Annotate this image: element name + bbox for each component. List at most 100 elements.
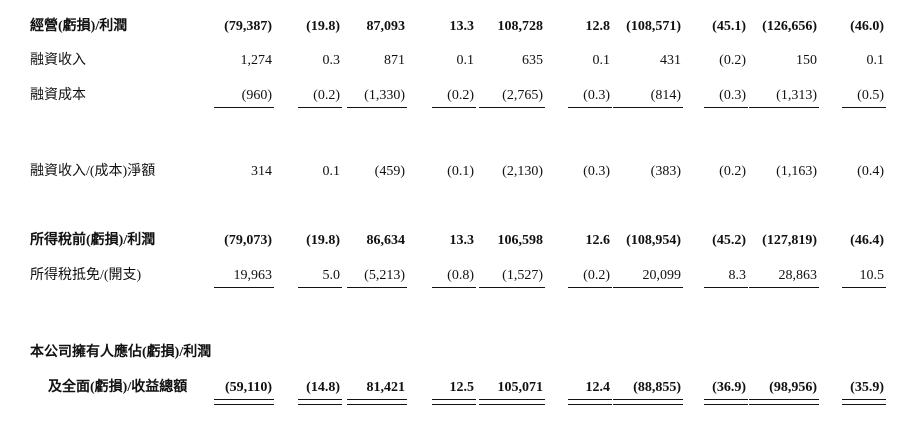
cell-value: (960) bbox=[241, 88, 272, 103]
cell-value: (1,163) bbox=[776, 164, 817, 179]
underline bbox=[298, 404, 342, 405]
cell-value: (36.9) bbox=[712, 380, 746, 395]
cell-value: (14.8) bbox=[306, 380, 340, 395]
cell-value: 871 bbox=[384, 53, 405, 68]
cell-value: 12.4 bbox=[585, 380, 611, 395]
underline bbox=[347, 107, 407, 108]
cell-value: 5.0 bbox=[322, 268, 341, 283]
underline bbox=[432, 404, 476, 405]
cell-value: (5,213) bbox=[364, 268, 405, 283]
underline bbox=[842, 399, 886, 400]
cell-value: (2,130) bbox=[502, 164, 543, 179]
underline bbox=[749, 404, 819, 405]
row-label: 所得稅前(虧損)/利潤 bbox=[30, 233, 156, 248]
cell-value: 1,274 bbox=[240, 53, 273, 68]
cell-value: (127,819) bbox=[762, 233, 817, 248]
underline bbox=[214, 404, 274, 405]
underline bbox=[298, 287, 342, 288]
underline bbox=[568, 404, 612, 405]
cell-value: (0.3) bbox=[583, 164, 610, 179]
row-label: 融資收入/(成本)淨額 bbox=[30, 164, 156, 179]
row-label: 經營(虧損)/利潤 bbox=[30, 19, 128, 34]
cell-value: (79,073) bbox=[224, 233, 272, 248]
cell-value: 8.3 bbox=[728, 268, 747, 283]
underline bbox=[704, 404, 748, 405]
cell-value: 12.5 bbox=[449, 380, 475, 395]
cell-value: (0.5) bbox=[857, 88, 884, 103]
cell-value: (383) bbox=[650, 164, 681, 179]
cell-value: 0.1 bbox=[866, 53, 885, 68]
cell-value: 12.6 bbox=[585, 233, 611, 248]
underline bbox=[432, 399, 476, 400]
cell-value: (108,954) bbox=[626, 233, 681, 248]
underline bbox=[568, 399, 612, 400]
underline bbox=[613, 107, 683, 108]
cell-value: 105,071 bbox=[497, 380, 544, 395]
cell-value: (126,656) bbox=[762, 19, 817, 34]
underline bbox=[749, 107, 819, 108]
cell-value: (459) bbox=[374, 164, 405, 179]
cell-value: (45.2) bbox=[712, 233, 746, 248]
underline bbox=[613, 404, 683, 405]
cell-value: (79,387) bbox=[224, 19, 272, 34]
cell-value: (19.8) bbox=[306, 19, 340, 34]
row-label: 本公司擁有人應佔(虧損)/利潤 bbox=[30, 345, 212, 360]
underline bbox=[842, 404, 886, 405]
underline bbox=[347, 404, 407, 405]
underline bbox=[479, 107, 545, 108]
cell-value: 106,598 bbox=[497, 233, 544, 248]
underline bbox=[214, 107, 274, 108]
cell-value: 431 bbox=[660, 53, 681, 68]
underline bbox=[298, 399, 342, 400]
cell-value: (1,330) bbox=[364, 88, 405, 103]
cell-value: (98,956) bbox=[769, 380, 817, 395]
row-label: 融資成本 bbox=[30, 88, 86, 103]
underline bbox=[568, 287, 612, 288]
underline bbox=[479, 399, 545, 400]
cell-value: (0.2) bbox=[313, 88, 340, 103]
cell-value: (2,765) bbox=[502, 88, 543, 103]
cell-value: (0.2) bbox=[447, 88, 474, 103]
row-label: 及全面(虧損)/收益總額 bbox=[48, 380, 188, 395]
cell-value: 0.1 bbox=[322, 164, 341, 179]
cell-value: 81,421 bbox=[366, 380, 406, 395]
row-label: 融資收入 bbox=[30, 53, 86, 68]
cell-value: (45.1) bbox=[712, 19, 746, 34]
underline bbox=[749, 287, 819, 288]
cell-value: 0.3 bbox=[322, 53, 341, 68]
cell-value: (0.2) bbox=[719, 164, 746, 179]
cell-value: 10.5 bbox=[859, 268, 885, 283]
cell-value: 20,099 bbox=[642, 268, 682, 283]
underline bbox=[479, 404, 545, 405]
cell-value: 13.3 bbox=[449, 233, 475, 248]
underline bbox=[749, 399, 819, 400]
cell-value: (1,527) bbox=[502, 268, 543, 283]
cell-value: 0.1 bbox=[456, 53, 475, 68]
cell-value: (0.4) bbox=[857, 164, 884, 179]
cell-value: (59,110) bbox=[224, 380, 272, 395]
underline bbox=[613, 399, 683, 400]
underline bbox=[842, 287, 886, 288]
underline bbox=[613, 287, 683, 288]
cell-value: 13.3 bbox=[449, 19, 475, 34]
cell-value: (0.2) bbox=[583, 268, 610, 283]
cell-value: (1,313) bbox=[776, 88, 817, 103]
cell-value: 0.1 bbox=[592, 53, 611, 68]
cell-value: 150 bbox=[796, 53, 817, 68]
underline bbox=[704, 107, 748, 108]
cell-value: (88,855) bbox=[633, 380, 681, 395]
cell-value: 87,093 bbox=[366, 19, 406, 34]
underline bbox=[432, 287, 476, 288]
row-label: 所得稅抵免/(開支) bbox=[30, 268, 142, 283]
cell-value: 28,863 bbox=[778, 268, 818, 283]
cell-value: 12.8 bbox=[585, 19, 611, 34]
cell-value: 108,728 bbox=[497, 19, 544, 34]
underline bbox=[704, 399, 748, 400]
cell-value: (0.2) bbox=[719, 53, 746, 68]
cell-value: (0.3) bbox=[583, 88, 610, 103]
underline bbox=[842, 107, 886, 108]
underline bbox=[704, 287, 748, 288]
cell-value: (0.1) bbox=[447, 164, 474, 179]
cell-value: (0.8) bbox=[447, 268, 474, 283]
